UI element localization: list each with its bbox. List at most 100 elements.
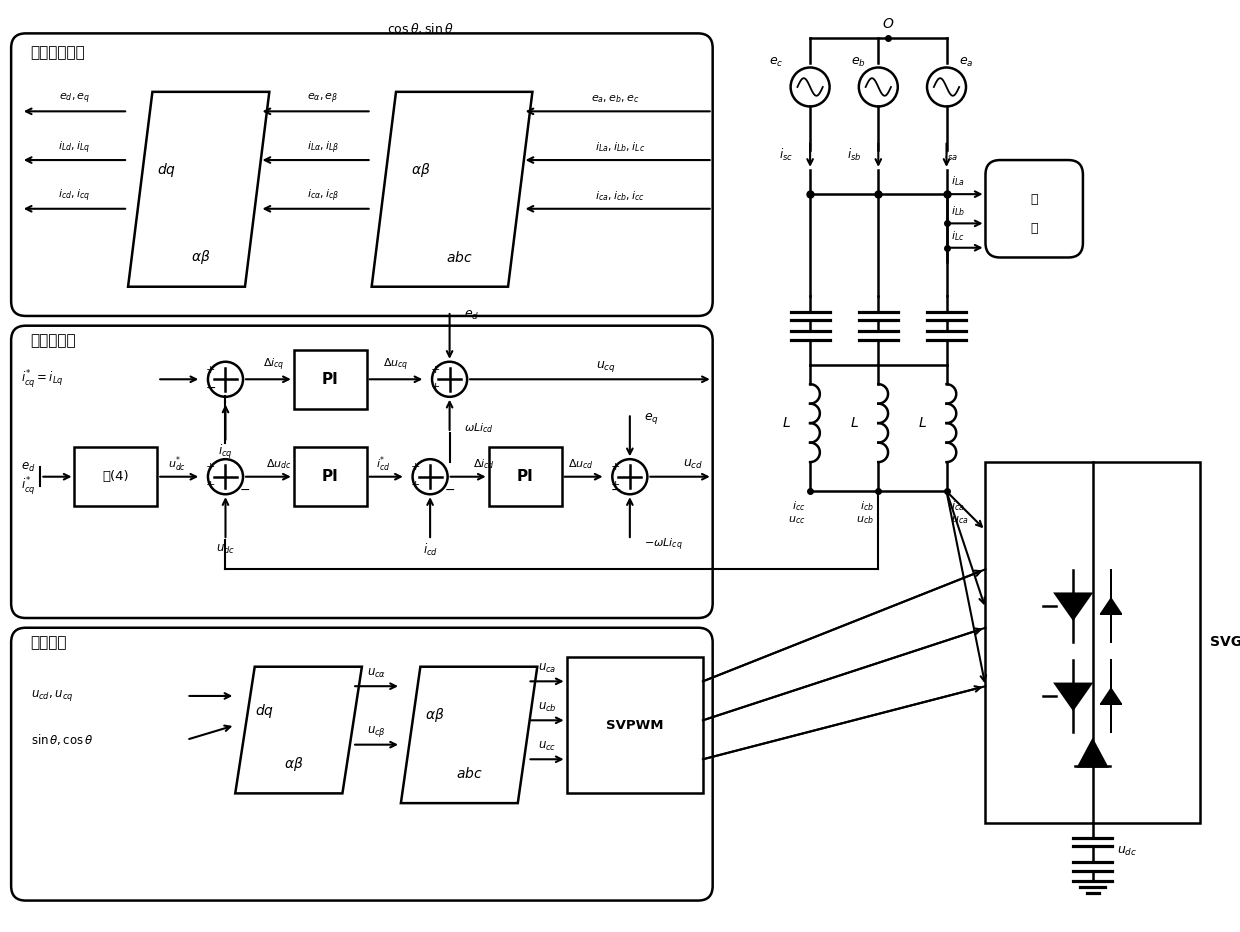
Text: $e_{\alpha},e_{\beta}$: $e_{\alpha},e_{\beta}$ — [308, 91, 339, 106]
Text: $L$: $L$ — [781, 416, 791, 431]
Text: PI: PI — [322, 469, 339, 485]
Text: $\Delta u_{dc}$: $\Delta u_{dc}$ — [267, 458, 291, 471]
Text: SVPWM: SVPWM — [606, 719, 663, 732]
Text: $i_{L\alpha},i_{L\beta}$: $i_{L\alpha},i_{L\beta}$ — [306, 139, 340, 156]
Text: $i_{Lb}$: $i_{Lb}$ — [951, 204, 966, 217]
Text: $abc$: $abc$ — [456, 766, 482, 781]
Text: $e_{q}$: $e_{q}$ — [645, 411, 660, 426]
Polygon shape — [401, 666, 537, 803]
Text: $i_{cd}^{*}$: $i_{cd}^{*}$ — [376, 454, 391, 473]
Text: $i_{ca}$: $i_{ca}$ — [951, 499, 965, 513]
Text: $u_{cc}$: $u_{cc}$ — [538, 740, 557, 753]
Text: $\Delta u_{cq}$: $\Delta u_{cq}$ — [383, 356, 409, 373]
Text: $-$: $-$ — [206, 380, 217, 393]
Text: $e_{a},e_{b},e_{c}$: $e_{a},e_{b},e_{c}$ — [591, 93, 640, 104]
Text: $u_{c\beta}$: $u_{c\beta}$ — [367, 724, 386, 739]
Text: $i_{c\alpha},i_{c\beta}$: $i_{c\alpha},i_{c\beta}$ — [306, 188, 340, 204]
Text: $i_{cb}$: $i_{cb}$ — [859, 499, 873, 513]
Text: $L$: $L$ — [918, 416, 928, 431]
Text: +: + — [410, 481, 420, 490]
Text: $\omega Li_{cd}$: $\omega Li_{cd}$ — [464, 421, 494, 435]
Bar — [986, 462, 1200, 823]
Text: $u_{cd},u_{cq}$: $u_{cd},u_{cq}$ — [31, 689, 73, 704]
FancyBboxPatch shape — [986, 160, 1083, 257]
Polygon shape — [1055, 684, 1091, 709]
Circle shape — [208, 362, 243, 397]
Text: $e_{b}$: $e_{b}$ — [852, 56, 867, 69]
Polygon shape — [1101, 689, 1121, 704]
Polygon shape — [236, 666, 362, 793]
Text: $e_{d}$: $e_{d}$ — [464, 309, 480, 322]
Text: $\cos\theta,\sin\theta$: $\cos\theta,\sin\theta$ — [387, 21, 454, 36]
Text: $u_{ca}$: $u_{ca}$ — [951, 514, 968, 527]
Text: $i_{cq}^{*}$: $i_{cq}^{*}$ — [21, 475, 36, 498]
Text: $\alpha\beta$: $\alpha\beta$ — [410, 161, 430, 179]
Text: +: + — [206, 364, 216, 375]
Text: +: + — [206, 481, 216, 490]
Text: $dq$: $dq$ — [157, 161, 176, 179]
Text: $i_{Ld},i_{Lq}$: $i_{Ld},i_{Lq}$ — [58, 139, 91, 156]
Text: 双闭环调节: 双闭环调节 — [31, 333, 76, 348]
Text: $-$: $-$ — [239, 483, 250, 496]
Text: $u_{cd}$: $u_{cd}$ — [683, 458, 703, 471]
Polygon shape — [1101, 598, 1121, 614]
Text: 调制发波: 调制发波 — [31, 635, 67, 650]
Text: +: + — [410, 462, 420, 472]
Text: $u_{dc}$: $u_{dc}$ — [216, 543, 236, 556]
Text: $u_{cb}$: $u_{cb}$ — [538, 701, 557, 714]
Text: $i_{sa}$: $i_{sa}$ — [945, 147, 959, 163]
Text: $e_{a}$: $e_{a}$ — [959, 56, 973, 69]
Text: $abc$: $abc$ — [446, 250, 472, 265]
Text: $u_{c\alpha}$: $u_{c\alpha}$ — [367, 667, 386, 680]
Text: $-$: $-$ — [444, 483, 455, 496]
Circle shape — [859, 67, 898, 106]
Text: $\alpha\beta$: $\alpha\beta$ — [425, 706, 445, 724]
Text: $e_{d}$: $e_{d}$ — [21, 460, 36, 473]
Bar — [567, 657, 703, 793]
Bar — [294, 447, 367, 506]
Circle shape — [208, 459, 243, 494]
Text: +: + — [610, 481, 620, 490]
Text: $\Delta u_{cd}$: $\Delta u_{cd}$ — [568, 458, 594, 471]
Circle shape — [413, 459, 448, 494]
Text: PI: PI — [517, 469, 533, 485]
Bar — [489, 447, 562, 506]
Bar — [74, 447, 157, 506]
Text: +: + — [430, 382, 440, 392]
Text: $\Delta i_{cd}$: $\Delta i_{cd}$ — [472, 458, 495, 471]
Circle shape — [613, 459, 647, 494]
Polygon shape — [372, 92, 532, 287]
Text: 数据采样处理: 数据采样处理 — [31, 46, 86, 61]
Text: $u_{cc}$: $u_{cc}$ — [787, 514, 805, 527]
Text: $\alpha\beta$: $\alpha\beta$ — [191, 249, 211, 267]
Polygon shape — [128, 92, 269, 287]
Text: $-\omega Li_{cq}$: $-\omega Li_{cq}$ — [645, 537, 683, 553]
Bar — [294, 350, 367, 408]
Text: $i_{La}$: $i_{La}$ — [951, 174, 965, 188]
Text: $e_{d},e_{q}$: $e_{d},e_{q}$ — [58, 91, 91, 106]
Text: $i_{cc}$: $i_{cc}$ — [791, 499, 805, 513]
Text: $u_{cq}$: $u_{cq}$ — [595, 359, 615, 374]
Text: $i_{sc}$: $i_{sc}$ — [779, 147, 792, 163]
Text: $i_{cd},i_{cq}$: $i_{cd},i_{cq}$ — [58, 188, 91, 204]
Text: 载: 载 — [1030, 222, 1038, 235]
Text: $\Delta i_{cq}$: $\Delta i_{cq}$ — [263, 356, 285, 373]
Circle shape — [791, 67, 830, 106]
FancyBboxPatch shape — [11, 34, 713, 316]
Text: +: + — [430, 364, 440, 375]
Text: $\sin\theta,\cos\theta$: $\sin\theta,\cos\theta$ — [31, 733, 93, 747]
Text: PI: PI — [322, 372, 339, 387]
Text: $i_{ca},i_{cb},i_{cc}$: $i_{ca},i_{cb},i_{cc}$ — [595, 189, 645, 203]
Text: $u_{dc}^{*}$: $u_{dc}^{*}$ — [167, 454, 186, 473]
Text: $i_{cq}$: $i_{cq}$ — [218, 444, 233, 461]
Text: $i_{cd}$: $i_{cd}$ — [423, 541, 438, 558]
Text: $i_{Lc}$: $i_{Lc}$ — [951, 229, 965, 243]
Text: $i_{sb}$: $i_{sb}$ — [847, 147, 861, 163]
Text: +: + — [610, 462, 620, 472]
Text: +: + — [206, 462, 216, 472]
Text: $u_{dc}$: $u_{dc}$ — [1117, 845, 1137, 858]
Polygon shape — [1055, 594, 1091, 619]
Text: $u_{cb}$: $u_{cb}$ — [856, 514, 873, 527]
Text: 负: 负 — [1030, 193, 1038, 206]
Text: 式(4): 式(4) — [103, 471, 129, 483]
